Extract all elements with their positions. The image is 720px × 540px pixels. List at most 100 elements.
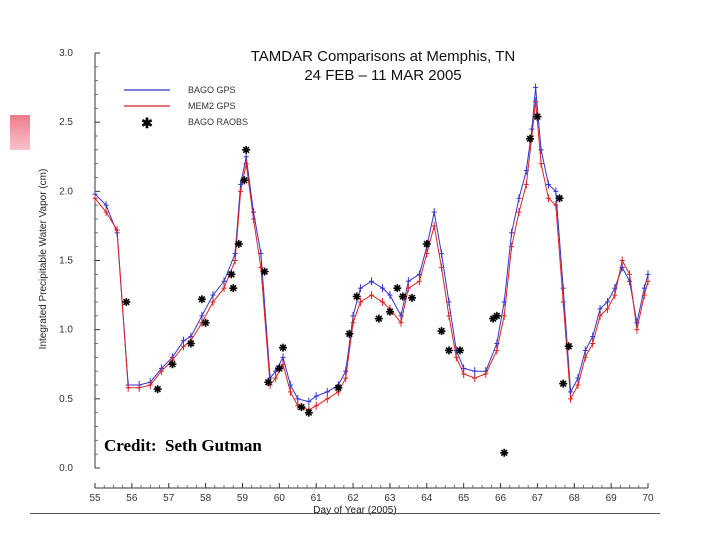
x-tick-label: 57: [163, 493, 175, 504]
x-tick-label: 70: [642, 493, 654, 504]
point-bago-raobs: [122, 298, 131, 306]
point-bago-raobs: [564, 342, 573, 351]
point-bago-gps: [568, 387, 574, 396]
y-tick-label: 1.0: [59, 325, 73, 336]
point-mem2-gps: [158, 367, 164, 376]
point-mem2-gps: [380, 298, 386, 306]
point-bago-gps: [501, 298, 507, 306]
point-bago-raobs: [492, 311, 501, 320]
y-tick-label: 0.5: [59, 394, 73, 405]
point-mem2-gps: [453, 353, 459, 362]
point-bago-gps: [398, 311, 404, 320]
point-bago-gps: [199, 311, 205, 320]
point-mem2-gps: [604, 304, 610, 313]
point-bago-gps: [533, 83, 539, 92]
point-bago-gps: [350, 311, 356, 320]
point-mem2-gps: [232, 256, 238, 265]
x-tick-label: 59: [237, 493, 249, 504]
point-mem2-gps: [627, 270, 633, 279]
point-bago-gps: [523, 166, 529, 175]
point-mem2-gps: [483, 369, 489, 378]
x-tick-label: 62: [348, 493, 360, 504]
point-bago-gps: [313, 392, 319, 401]
point-bago-gps: [306, 397, 312, 406]
point-mem2-gps: [103, 208, 109, 217]
point-bago-raobs: [279, 343, 288, 352]
point-mem2-gps: [238, 187, 244, 196]
x-tick-label: 68: [569, 493, 581, 504]
point-mem2-gps: [612, 291, 618, 300]
x-tick-label: 66: [495, 493, 507, 504]
x-tick-label: 61: [311, 493, 323, 504]
point-mem2-gps: [416, 277, 422, 286]
accent-block: [10, 115, 30, 150]
point-bago-gps: [287, 381, 293, 389]
point-mem2-gps: [568, 394, 574, 403]
point-mem2-gps: [258, 263, 264, 272]
point-bago-gps: [560, 284, 566, 293]
point-bago-raobs: [234, 239, 243, 248]
point-mem2-gps: [180, 342, 186, 351]
point-mem2-gps: [446, 311, 452, 320]
x-tick-label: 67: [532, 493, 544, 504]
point-bago-raobs: [168, 360, 177, 369]
point-bago-raobs: [374, 314, 383, 323]
point-bago-raobs: [500, 448, 509, 457]
point-bago-raobs: [227, 270, 236, 279]
series-line-mem2-gps: [94, 101, 649, 411]
point-mem2-gps: [221, 284, 227, 293]
bottom-rule: [30, 513, 660, 514]
point-mem2-gps: [553, 201, 559, 210]
x-tick-label: 63: [384, 493, 396, 504]
point-bago-raobs: [422, 239, 431, 248]
point-bago-gps: [627, 277, 633, 286]
point-mem2-gps: [92, 194, 98, 203]
point-mem2-gps: [125, 383, 131, 392]
point-bago-gps: [516, 194, 522, 203]
chart-title: TAMDAR Comparisons at Memphis, TN: [251, 48, 516, 65]
point-bago-gps: [431, 208, 437, 217]
point-mem2-gps: [251, 215, 257, 223]
point-bago-gps: [545, 180, 551, 189]
point-mem2-gps: [575, 381, 581, 389]
point-bago-gps: [612, 284, 618, 293]
point-bago-raobs: [444, 346, 453, 355]
x-tick-label: 58: [200, 493, 212, 504]
point-mem2-gps: [369, 291, 374, 300]
point-mem2-gps: [545, 194, 551, 203]
credit-text: Credit: Seth Gutman: [104, 436, 262, 455]
legend-label-bago-gps: BAGO GPS: [188, 85, 236, 95]
point-bago-raobs: [559, 379, 568, 388]
point-bago-gps: [641, 284, 647, 293]
point-bago-gps: [416, 270, 422, 279]
point-bago-gps: [582, 346, 588, 355]
point-bago-gps: [380, 284, 386, 293]
point-mem2-gps: [560, 298, 566, 306]
y-tick-label: 0.0: [59, 463, 73, 474]
point-mem2-gps: [439, 263, 445, 272]
point-bago-gps: [509, 228, 515, 237]
point-bago-gps: [357, 284, 363, 293]
x-tick-label: 56: [126, 493, 138, 504]
plot-frame: [94, 53, 648, 489]
point-mem2-gps: [634, 325, 640, 334]
point-mem2-gps: [324, 394, 330, 403]
point-mem2-gps: [538, 159, 544, 168]
y-tick-label: 1.5: [59, 256, 73, 267]
point-bago-raobs: [275, 364, 284, 373]
point-mem2-gps: [313, 401, 319, 410]
point-bago-raobs: [153, 385, 162, 394]
point-bago-gps: [243, 152, 249, 161]
point-bago-raobs: [260, 267, 269, 276]
point-bago-gps: [439, 249, 445, 258]
point-bago-gps: [295, 394, 301, 403]
point-mem2-gps: [509, 242, 515, 251]
x-axis-label: Day of Year (2005): [313, 505, 396, 516]
point-bago-gps: [387, 291, 393, 300]
point-bago-raobs: [201, 318, 210, 327]
point-bago-gps: [446, 298, 452, 306]
point-bago-gps: [210, 291, 216, 300]
point-bago-gps: [251, 208, 257, 217]
point-bago-gps: [604, 298, 610, 306]
